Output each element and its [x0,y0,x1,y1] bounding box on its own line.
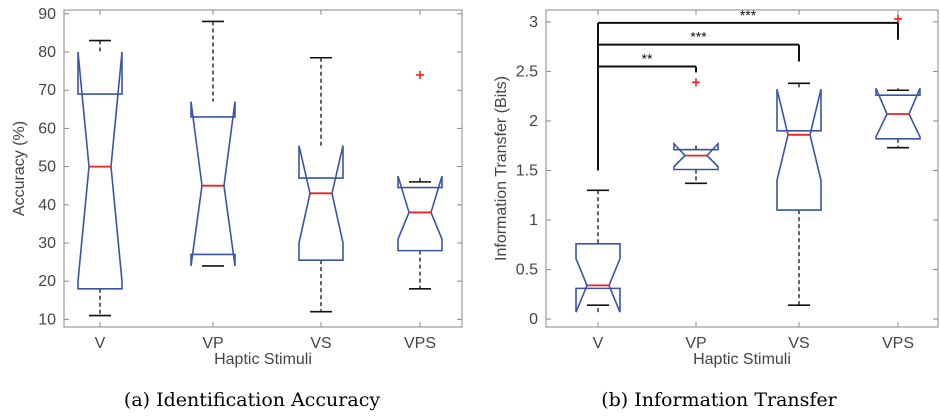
y-tick-label: 2.5 [516,63,538,80]
x-tick-label: VPS [882,335,914,352]
y-tick-label: 50 [38,159,56,176]
caption-a: (a) Identification Accuracy [124,389,380,411]
x-tick-label: V [593,335,604,352]
notched-box [77,51,123,290]
notched-box [298,145,344,261]
y-tick-label: 40 [38,197,56,214]
y-tick-label: 30 [38,235,56,252]
caption-b: (b) Information Transfer [601,389,837,411]
y-tick-label: 0.5 [516,262,538,279]
y-tick-label: 2 [529,113,538,130]
significance-label: *** [690,29,707,45]
notched-box [575,242,621,313]
notched-box [673,141,719,171]
panel-identification-accuracy: 10 20 30 40 50 60 70 80 90 V VP VS VPS Haptic Stimuli… [11,6,463,368]
y-tick-label: 80 [38,44,56,61]
y-tick-label: 70 [38,82,56,99]
plot-frame [545,9,939,328]
y-tick-label: 3 [529,14,538,31]
y-tick-label: 1.5 [516,162,538,179]
y-tick-label: 10 [38,311,56,328]
x-tick-label: VS [310,335,331,352]
y-tick-label: 1 [529,212,538,229]
y-tick-label: 20 [38,273,56,290]
x-axis-label: Haptic Stimuli [693,351,791,368]
y-axis-label: Accuracy (%) [11,121,28,216]
notched-box [776,89,822,211]
significance-label: ** [642,50,653,66]
notched-box [397,175,443,252]
notched-box [875,87,921,140]
y-tick-label: 90 [38,6,56,23]
x-tick-label: V [95,335,106,352]
significance-label: *** [740,7,757,23]
notched-box [190,101,236,267]
panel-information-transfer: 0 0.5 1 1.5 2 2.5 3 V VP VS VPS Haptic Stimuli Infor… [493,7,939,368]
y-tick-label: 60 [38,120,56,137]
x-tick-label: VPS [404,335,436,352]
plot-frame [63,9,463,328]
x-tick-label: VP [685,335,706,352]
y-axis-label: Information Transfer (Bits) [493,76,510,261]
x-tick-label: VP [202,335,223,352]
y-tick-label: 0 [529,311,538,328]
x-axis-label: Haptic Stimuli [214,351,312,368]
x-tick-label: VS [788,335,809,352]
